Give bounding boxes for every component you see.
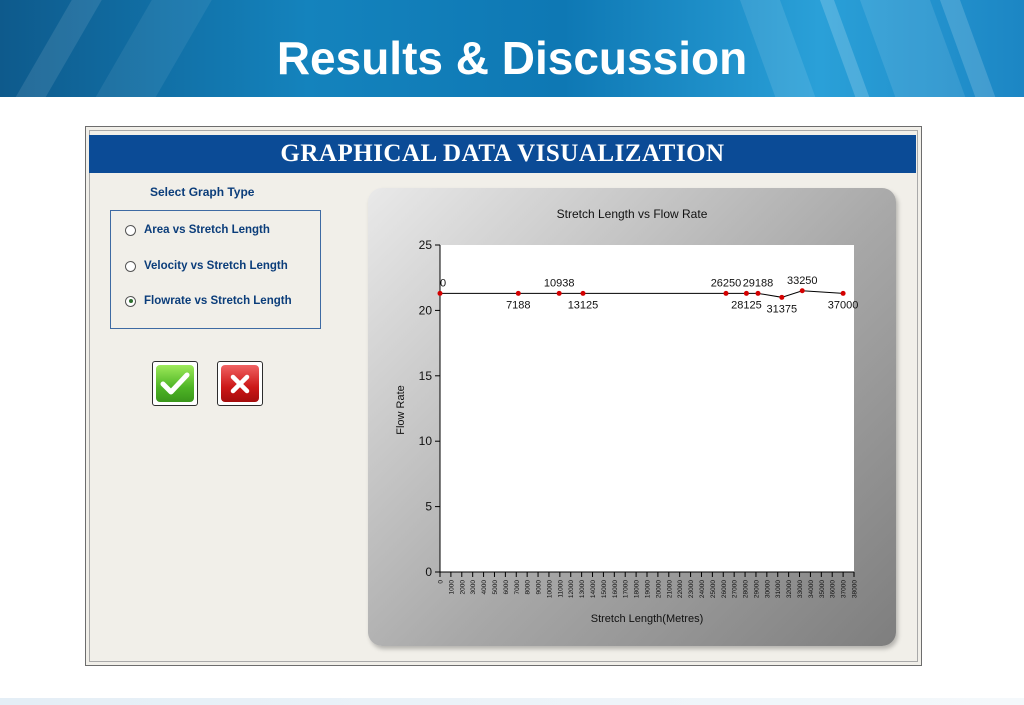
x-axis-label: Stretch Length(Metres) <box>591 613 704 625</box>
series-line <box>440 290 844 298</box>
y-axis-label: Flow Rate <box>395 385 407 435</box>
x-tick-label: 7000 <box>514 580 521 595</box>
data-point <box>840 290 846 296</box>
x-tick-label: 26000 <box>721 580 728 598</box>
x-tick-label: 30000 <box>764 580 771 598</box>
slide-banner: Results & Discussion <box>0 0 1024 97</box>
y-tick-label: 5 <box>425 500 432 514</box>
x-tick-label: 38000 <box>852 580 859 598</box>
x-tick-label: 28000 <box>743 580 750 598</box>
slide-footer-bar <box>0 698 1024 705</box>
radio-button-area[interactable] <box>125 224 136 236</box>
data-point <box>437 290 443 296</box>
data-label: 7188 <box>506 299 530 311</box>
radio-velocity-vs-stretch-length[interactable]: Velocity vs Stretch Length <box>125 257 288 275</box>
data-label: 13125 <box>568 299 599 311</box>
x-tick-label: 4000 <box>481 580 488 595</box>
ok-button[interactable] <box>152 361 198 406</box>
x-tick-label: 17000 <box>623 580 630 598</box>
data-label: 26250 <box>711 277 742 289</box>
radio-button-flowrate[interactable] <box>125 295 136 307</box>
close-icon <box>230 374 250 393</box>
x-tick-label: 14000 <box>590 580 597 598</box>
x-tick-label: 27000 <box>732 580 739 598</box>
data-label: 10938 <box>544 277 575 289</box>
window-header: GRAPHICAL DATA VISUALIZATION <box>89 135 916 173</box>
x-tick-label: 29000 <box>753 580 760 598</box>
y-tick-label: 15 <box>419 369 433 383</box>
data-label: 0 <box>440 277 446 289</box>
radio-flowrate-vs-stretch-length[interactable]: Flowrate vs Stretch Length <box>125 292 292 310</box>
series-marks: 0 7188 10938 13125 26250 28125 29188 31375 33250… <box>437 275 859 315</box>
slide-title: Results & Discussion <box>276 32 748 84</box>
x-tick-label: 1000 <box>448 580 455 595</box>
x-tick-label: 22000 <box>677 580 684 598</box>
flow-rate-chart: Stretch Length vs Flow Rate Stretch Leng… <box>395 207 859 625</box>
radio-button-velocity[interactable] <box>125 260 136 272</box>
data-point <box>556 290 562 296</box>
radio-label: Flowrate vs Stretch Length <box>144 295 292 307</box>
data-point <box>779 294 785 300</box>
x-tick-label: 24000 <box>699 580 706 598</box>
x-tick-label: 31000 <box>775 580 782 598</box>
data-point <box>755 290 761 296</box>
data-point <box>799 288 805 294</box>
data-point <box>723 290 729 296</box>
graph-type-radio-group: Area vs Stretch Length Velocity vs Stret… <box>110 210 321 329</box>
x-tick-label: 36000 <box>830 580 837 598</box>
x-tick-label: 3000 <box>470 580 477 595</box>
visualization-window: GRAPHICAL DATA VISUALIZATION Select Grap… <box>85 126 922 666</box>
data-point <box>580 290 586 296</box>
y-tick-label: 10 <box>419 434 433 448</box>
select-graph-type-label: Select Graph Type <box>150 185 255 199</box>
x-tick-label: 0 <box>438 580 445 584</box>
x-tick-label: 16000 <box>612 580 619 598</box>
x-tick-label: 5000 <box>492 580 499 595</box>
x-tick-label: 12000 <box>568 580 575 598</box>
data-label: 29188 <box>743 277 774 289</box>
x-tick-label: 32000 <box>786 580 793 598</box>
x-tick-label: 11000 <box>557 580 564 598</box>
chart-title: Stretch Length vs Flow Rate <box>557 207 708 221</box>
y-tick-label: 0 <box>425 565 432 579</box>
x-tick-label: 19000 <box>645 580 652 598</box>
x-tick-label: 35000 <box>819 580 826 598</box>
data-label: 31375 <box>767 303 798 315</box>
y-tick-label: 20 <box>419 303 433 317</box>
x-tick-label: 13000 <box>579 580 586 598</box>
x-tick-label: 15000 <box>601 580 608 598</box>
cancel-button[interactable] <box>217 361 263 406</box>
data-label: 37000 <box>828 299 859 311</box>
x-tick-label: 21000 <box>666 580 673 598</box>
x-tick-label: 6000 <box>503 580 510 595</box>
x-tick-label: 10000 <box>546 580 553 598</box>
checkmark-icon <box>160 372 190 394</box>
plot-area <box>440 245 854 572</box>
radio-label: Area vs Stretch Length <box>144 224 270 236</box>
data-label: 33250 <box>787 275 818 287</box>
x-tick-label: 37000 <box>841 580 848 598</box>
radio-label: Velocity vs Stretch Length <box>144 260 288 272</box>
x-tick-label: 34000 <box>808 580 815 598</box>
x-tick-label: 8000 <box>525 580 532 595</box>
chart-panel: Stretch Length vs Flow Rate Stretch Leng… <box>368 188 896 646</box>
y-tick-label: 25 <box>419 238 433 252</box>
radio-area-vs-stretch-length[interactable]: Area vs Stretch Length <box>125 221 270 239</box>
x-tick-label: 25000 <box>710 580 717 598</box>
data-label: 28125 <box>731 299 762 311</box>
x-tick-label: 20000 <box>655 580 662 598</box>
x-tick-label: 9000 <box>536 580 543 595</box>
data-point <box>515 290 521 296</box>
x-tick-label: 18000 <box>634 580 641 598</box>
x-tick-label: 2000 <box>459 580 466 595</box>
x-tick-label: 33000 <box>797 580 804 598</box>
data-point <box>743 290 749 296</box>
x-tick-label: 23000 <box>688 580 695 598</box>
